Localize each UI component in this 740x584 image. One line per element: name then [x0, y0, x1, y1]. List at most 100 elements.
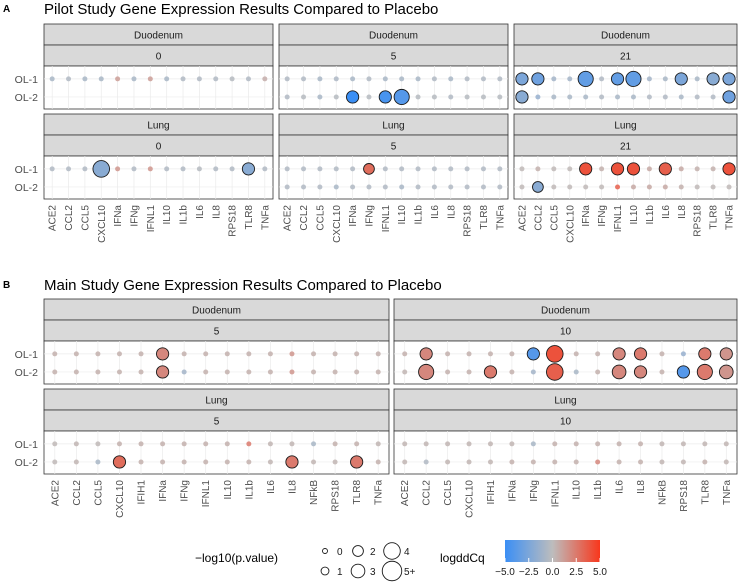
x-tick-label-IL8: IL8	[677, 205, 688, 219]
point-IL1b-OL-2	[646, 184, 652, 190]
facets-layer: Duodenum0OL-1OL-2Duodenum5Duodenum21Lung…	[15, 23, 738, 518]
facet-duodenum-5: Duodenum 5 OL-1 OL-2	[15, 298, 390, 385]
point-CXCL10-OL-1	[333, 76, 339, 82]
point-IL10-OL-1	[625, 70, 642, 87]
point-RPS18-OL-2	[676, 365, 690, 379]
size-legend: 0 1 2 3 4 5+	[320, 542, 416, 582]
point-IL1b-OL-2	[246, 369, 252, 375]
point-IL6-OL-1	[267, 441, 273, 447]
point-IL1b-OL-1	[595, 351, 601, 357]
point-IL1b-OL-2	[646, 94, 652, 100]
point-IFNL1-OL-1	[203, 351, 209, 357]
size-legend-label-0: 0	[337, 547, 343, 558]
point-IL8-OL-2	[638, 459, 644, 465]
point-ACE2-OL-2	[402, 459, 408, 465]
point-IL6-OL-1	[431, 166, 437, 172]
point-IFNL1-OL-1	[147, 76, 153, 82]
x-tick-label-ACE2: ACE2	[48, 205, 59, 232]
size-legend-circle-4	[383, 542, 401, 560]
point-TLR8-OL-1	[354, 441, 360, 447]
point-RPS18-OL-1	[332, 351, 338, 357]
colorbar-tick-label: 2.5	[569, 567, 583, 578]
x-tick-label-IL6: IL6	[661, 205, 672, 219]
facet-duodenum-21: Duodenum 21	[513, 23, 738, 110]
point-IL8-OL-2	[285, 455, 299, 469]
point-IL8-OL-2	[289, 369, 295, 375]
x-tick-label-IL1b: IL1b	[179, 205, 190, 225]
point-ACE2-OL-1	[49, 76, 55, 82]
point-IFNL1-OL-1	[382, 166, 388, 172]
point-IFNa-OL-1	[350, 166, 356, 172]
point-CCL5-OL-1	[445, 351, 451, 357]
point-TNFa-OL-1	[722, 162, 736, 176]
x-tick-label-CCL2: CCL2	[533, 205, 544, 231]
point-TNFa-OL-2	[375, 369, 381, 375]
point-CXCL10-OL-1	[116, 351, 122, 357]
point-IL6-OL-2	[611, 364, 627, 380]
point-RPS18-OL-1	[680, 351, 686, 357]
point-IL1b-OL-1	[646, 166, 652, 172]
point-IFNg-OL-1	[366, 76, 372, 82]
point-ACE2-OL-2	[284, 184, 290, 190]
point-RPS18-OL-2	[694, 184, 700, 190]
facet-lung-0: Lung 0 OL-1 OL-2 ACE2 CCL2 CCL5 CXCL10 IFNa IFNg I…	[15, 113, 274, 243]
point-ACE2-OL-1	[515, 72, 529, 86]
point-IL1b-OL-1	[180, 166, 186, 172]
size-legend-circle-1	[320, 566, 330, 576]
point-CCL2-OL-1	[419, 347, 433, 361]
point-CCL5-OL-1	[95, 441, 101, 447]
point-RPS18-OL-1	[332, 441, 338, 447]
colorbar-tick-label: 0.0	[546, 567, 560, 578]
point-IL10-OL-2	[573, 369, 579, 375]
facet-tissue-label: Duodenum	[134, 31, 183, 42]
point-IFNL1-OL-2	[203, 459, 209, 465]
point-CCL2-OL-2	[301, 94, 307, 100]
point-TNFa-OL-2	[718, 364, 734, 380]
point-CXCL10-OL-2	[567, 94, 573, 100]
facet-day-label: 5	[214, 327, 220, 338]
point-TNFa-OL-1	[497, 76, 503, 82]
x-tick-label-IL6: IL6	[266, 480, 277, 494]
x-tick-label-IL8: IL8	[636, 480, 647, 494]
point-IL6-OL-1	[616, 441, 622, 447]
x-tick-label-IFNg: IFNg	[180, 480, 191, 502]
x-tick-label-IFNg: IFNg	[364, 205, 375, 227]
x-tick-label-IFNg: IFNg	[529, 480, 540, 502]
point-IFNL1-OL-2	[203, 369, 209, 375]
point-IFNa-OL-2	[156, 365, 170, 379]
point-TLR8-OL-2	[696, 363, 713, 380]
point-CXCL10-OL-2	[567, 184, 573, 190]
x-tick-label-TLR8: TLR8	[479, 205, 490, 230]
facet-plot-area	[393, 430, 738, 475]
point-NFkB-OL-2	[659, 369, 665, 375]
point-IFNg-OL-2	[599, 184, 605, 190]
facet-tissue-label: Duodenum	[541, 306, 590, 317]
point-RPS18-OL-2	[464, 94, 470, 100]
x-tick-label-TNFa: TNFa	[725, 205, 736, 230]
size-legend-circle-0	[322, 548, 328, 554]
point-IL10-OL-1	[224, 441, 230, 447]
x-tick-label-CCL2: CCL2	[72, 480, 83, 506]
point-CCL5-OL-2	[95, 459, 101, 465]
facet-tissue-label: Lung	[147, 121, 169, 132]
point-IL6-OL-2	[662, 94, 668, 100]
point-TNFa-OL-1	[262, 166, 268, 172]
facet-lung-5: Lung 5 OL-1 OL-2 ACE2 CCL2 CCL5 CXCL10 IFIH1 IFNa…	[15, 388, 390, 518]
point-NFkB-OL-1	[311, 351, 317, 357]
facet-day-label: 5	[391, 142, 397, 153]
point-IFNa-OL-2	[350, 184, 356, 190]
point-RPS18-OL-1	[680, 441, 686, 447]
x-tick-label-IFNa: IFNa	[507, 480, 518, 502]
point-CCL2-OL-1	[531, 72, 545, 86]
point-IL8-OL-2	[678, 184, 684, 190]
point-IFNL1-OL-2	[546, 363, 564, 381]
point-ACE2-OL-2	[402, 369, 408, 375]
point-IFNa-OL-1	[579, 162, 593, 176]
x-tick-label-IL6: IL6	[615, 480, 626, 494]
point-IFNL1-OL-2	[615, 94, 621, 100]
x-tick-label-NFkB: NFkB	[309, 480, 320, 505]
x-tick-label-IFNL1: IFNL1	[381, 205, 392, 233]
point-CXCL10-OL-1	[333, 166, 339, 172]
point-IFNL1-OL-1	[610, 72, 625, 86]
point-IFNg-OL-1	[530, 441, 536, 447]
